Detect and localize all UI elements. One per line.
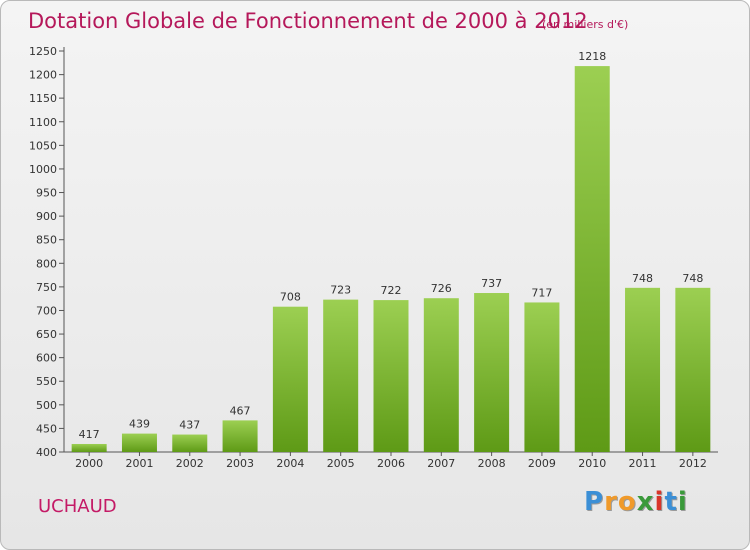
logo-letter: i (677, 487, 688, 517)
y-tick-label: 1150 (29, 92, 57, 105)
y-tick-label: 1250 (29, 45, 57, 58)
y-tick-label: 500 (36, 399, 57, 412)
chart-subtitle: (en milliers d'€) (542, 18, 629, 31)
bar (272, 306, 308, 452)
logo-letter: P (584, 487, 605, 517)
bar (423, 298, 459, 452)
bar (675, 287, 711, 452)
y-tick-label: 900 (36, 210, 57, 223)
commune-name: UCHAUD (38, 496, 117, 517)
x-tick-label: 2005 (327, 457, 355, 470)
bar-value-label: 737 (481, 277, 502, 290)
bar-value-label: 1218 (578, 50, 606, 63)
x-tick-label: 2009 (528, 457, 556, 470)
bar-value-label: 439 (129, 418, 150, 431)
logo-letter: x (636, 487, 655, 517)
bar-value-label: 717 (531, 286, 552, 299)
bar (71, 443, 107, 452)
bar (625, 287, 661, 452)
y-tick-label: 650 (36, 328, 57, 341)
bar-value-label: 722 (381, 284, 402, 297)
bar (373, 300, 409, 452)
y-tick-label: 850 (36, 234, 57, 247)
y-tick-label: 400 (36, 446, 57, 459)
logo-letter: i (654, 487, 665, 517)
logo-letter: t (664, 487, 678, 517)
bar-value-label: 723 (330, 284, 351, 297)
x-tick-label: 2000 (75, 457, 103, 470)
bar-value-label: 467 (230, 404, 251, 417)
y-tick-label: 750 (36, 281, 57, 294)
bar-value-label: 708 (280, 291, 301, 304)
bar (524, 302, 560, 452)
bar-value-label: 417 (79, 428, 100, 441)
bar (222, 420, 258, 452)
axes: 400 450 500 550 600 650 700 750 800 850 900 950 1000… (29, 45, 718, 470)
bar (574, 66, 610, 453)
bar-value-label: 437 (179, 419, 200, 432)
bar (474, 293, 510, 452)
bar (172, 434, 208, 452)
y-tick-label: 1100 (29, 116, 57, 129)
bars: 417 439 437 467 708 723 722 726 737 717 1218 748 748 (71, 50, 711, 453)
x-tick-label: 2006 (377, 457, 405, 470)
y-tick-label: 700 (36, 304, 57, 317)
x-tick-label: 2001 (125, 457, 153, 470)
y-tick-label: 1050 (29, 139, 57, 152)
y-tick-label: 1200 (29, 69, 57, 82)
x-tick-label: 2010 (578, 457, 606, 470)
chart-title: Dotation Globale de Fonctionnement de 20… (28, 9, 588, 33)
y-tick-label: 550 (36, 375, 57, 388)
bar-value-label: 726 (431, 282, 452, 295)
x-tick-label: 2007 (427, 457, 455, 470)
bar-value-label: 748 (682, 272, 703, 285)
logo-letter: r (604, 487, 618, 517)
y-tick-label: 950 (36, 187, 57, 200)
x-tick-label: 2012 (679, 457, 707, 470)
x-tick-label: 2002 (176, 457, 204, 470)
proxiti-logo: Proxiti (584, 487, 688, 517)
y-tick-label: 450 (36, 422, 57, 435)
x-tick-label: 2003 (226, 457, 254, 470)
logo-letter: o (617, 487, 637, 517)
y-tick-label: 1000 (29, 163, 57, 176)
x-tick-label: 2011 (629, 457, 657, 470)
y-tick-label: 800 (36, 257, 57, 270)
bar (121, 433, 157, 452)
bar-value-label: 748 (632, 272, 653, 285)
bar (323, 299, 359, 452)
x-tick-label: 2008 (478, 457, 506, 470)
x-tick-label: 2004 (276, 457, 304, 470)
y-tick-label: 600 (36, 352, 57, 365)
